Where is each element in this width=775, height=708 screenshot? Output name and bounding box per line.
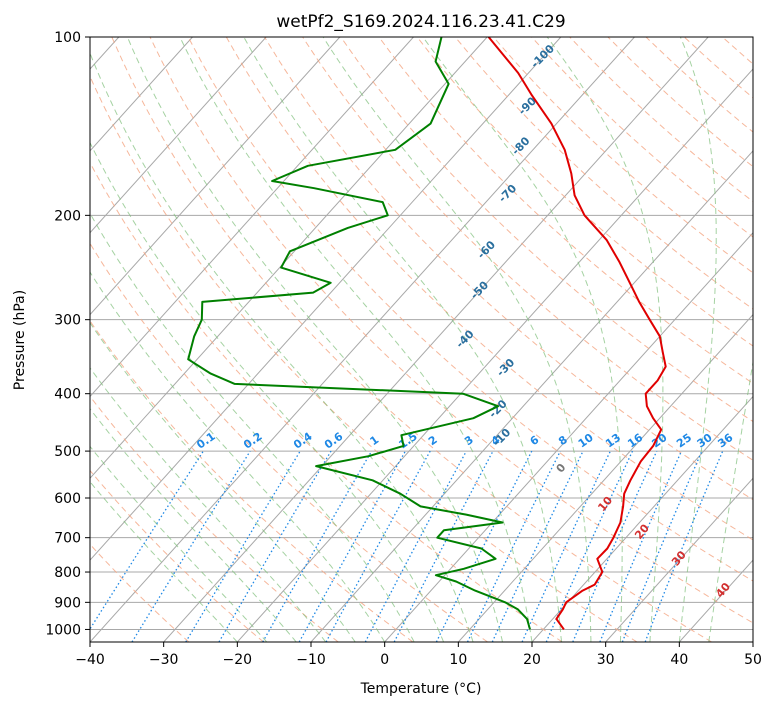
x-tick-label: 30 — [597, 652, 615, 668]
mixing-ratio-line — [131, 450, 251, 642]
mixing-ratio-line — [298, 450, 406, 642]
y-tick-label: 200 — [54, 208, 81, 224]
mixing-ratio-line — [572, 450, 658, 642]
isotherm-line — [384, 231, 753, 642]
isotherm-line — [163, 37, 709, 642]
dry-adiabat-line — [90, 543, 190, 642]
y-tick-label: 1000 — [45, 622, 81, 638]
moist-adiabat-line — [90, 445, 268, 642]
mixing-ratio-line — [325, 450, 431, 642]
x-tick-label: −20 — [223, 652, 253, 668]
moist-adiabat-line — [422, 37, 623, 642]
x-tick-label: −10 — [296, 652, 326, 668]
dry-adiabat-line — [90, 242, 488, 642]
mixing-ratio-line — [545, 450, 634, 642]
moist-adiabat-line — [90, 481, 238, 642]
y-tick-label: 300 — [54, 313, 81, 329]
x-tick-label: 0 — [380, 652, 389, 668]
isotherm-lines — [90, 37, 753, 642]
mixing-ratio-line — [90, 450, 204, 631]
y-tick-label: 800 — [54, 565, 81, 581]
moist-adiabat-lines — [90, 37, 753, 642]
y-tick-label: 600 — [54, 491, 81, 507]
moist-adiabat-line — [179, 37, 533, 642]
x-tick-label: 40 — [670, 652, 688, 668]
x-tick-label: 10 — [449, 652, 467, 668]
x-axis-label: Temperature (°C) — [360, 681, 482, 697]
isotherm-line — [90, 37, 562, 561]
sounding-profile-line — [487, 37, 667, 630]
sounding-profile-line — [187, 37, 531, 630]
moist-adiabat-line — [90, 51, 474, 642]
y-tick-label: 500 — [54, 444, 81, 460]
plot-frame — [89, 36, 754, 643]
chart-title: wetPf2_S169.2024.116.23.41.C29 — [276, 12, 565, 32]
moist-adiabat-line — [546, 37, 664, 642]
isobar-grid-lines — [90, 37, 753, 630]
moist-adiabat-line — [90, 322, 356, 642]
dry-adiabat-line — [416, 37, 753, 347]
y-tick-label: 900 — [54, 595, 81, 611]
plot-area: 0.1 0.2 0.4 0.6 1 1.5 2 3 4 6 8 10 13 16 20 25 30 36-100-… — [90, 37, 753, 642]
isotherm-line — [90, 37, 341, 316]
isotherm-line — [90, 37, 193, 152]
mixing-ratio-lines — [90, 450, 724, 642]
x-axis-ticks: −40 −30 −20 −10 0 10 20 30 40 50 — [75, 642, 762, 668]
isotherm-line — [90, 37, 414, 398]
moist-adiabat-line — [90, 367, 327, 642]
sounding-profiles — [187, 37, 667, 630]
x-tick-label: 50 — [744, 652, 762, 668]
dry-adiabat-line — [454, 37, 753, 310]
moist-adiabat-line — [126, 37, 503, 642]
moist-adiabat-line — [243, 37, 562, 642]
isotherm-line — [310, 150, 753, 642]
isotherm-line — [531, 395, 753, 642]
isotherm-line — [236, 68, 753, 642]
dry-adiabat-line — [149, 37, 753, 624]
mixing-ratio-line — [435, 450, 533, 642]
dry-adiabat-line — [90, 469, 264, 642]
moist-adiabat-line — [678, 37, 717, 642]
x-tick-label: 20 — [523, 652, 541, 668]
isotherm-line — [90, 37, 267, 234]
isotherm-line — [90, 37, 488, 480]
isotherm-line — [90, 37, 635, 642]
dry-adiabat-line — [111, 37, 712, 642]
mixing-ratio-line — [621, 450, 703, 642]
mixing-ratio-line — [364, 450, 467, 642]
y-tick-label: 100 — [54, 30, 81, 46]
y-axis-label: Pressure (hPa) — [12, 290, 28, 390]
moist-adiabat-line — [90, 407, 297, 642]
mixing-ratio-line — [599, 450, 682, 642]
dry-adiabat-line — [90, 395, 339, 642]
moist-adiabat-line — [708, 359, 753, 642]
y-tick-label: 400 — [54, 387, 81, 403]
dry-adiabat-line — [90, 320, 414, 642]
moist-adiabat-line — [90, 271, 386, 642]
moist-adiabat-line — [90, 212, 415, 642]
x-tick-label: −30 — [149, 652, 179, 668]
y-tick-label: 700 — [54, 531, 81, 547]
mixing-ratio-line — [644, 450, 724, 642]
y-axis-ticks: 1000 900 800 700 600 500 400 300 200 100 — [45, 30, 90, 638]
isotherm-line — [605, 477, 753, 642]
moist-adiabat-line — [322, 37, 592, 642]
moist-adiabat-line — [90, 141, 445, 642]
x-tick-label: −40 — [75, 652, 105, 668]
